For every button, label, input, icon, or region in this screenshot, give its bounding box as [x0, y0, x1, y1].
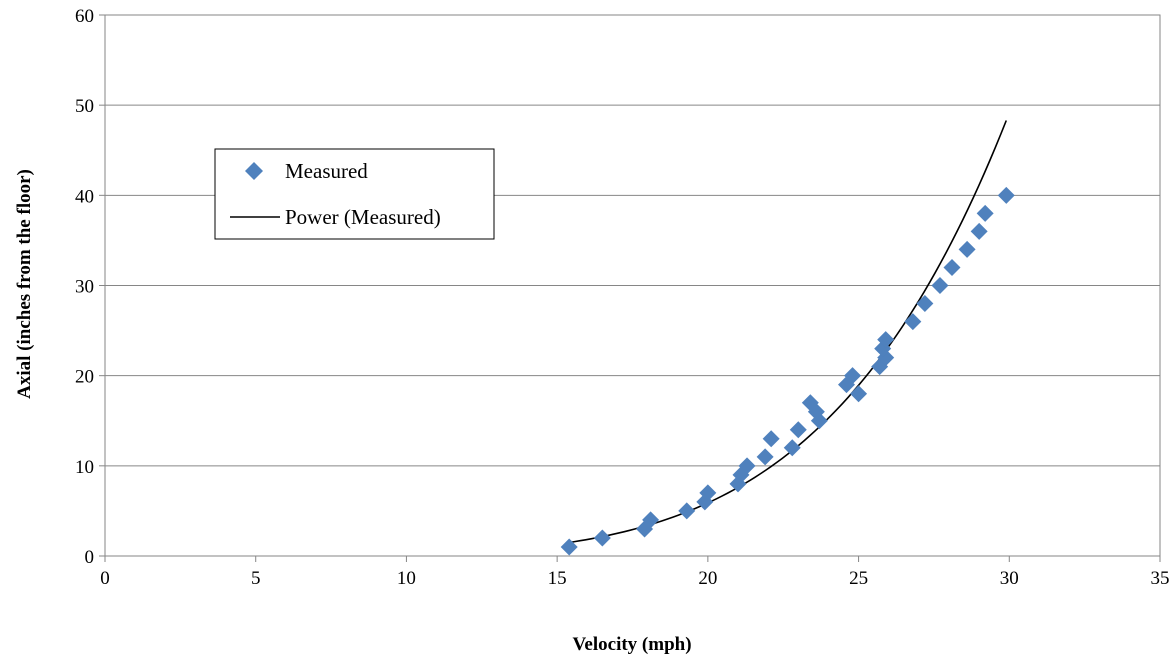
x-axis-title: Velocity (mph)	[572, 634, 691, 655]
x-tick-label: 25	[849, 568, 868, 589]
x-tick-label: 10	[397, 568, 416, 589]
y-axis-ticks: 0 10 20 30 40 50 60	[75, 6, 105, 568]
y-tick-label: 40	[75, 186, 94, 207]
y-tick-label: 10	[75, 457, 94, 478]
legend-label-power: Power (Measured)	[285, 205, 441, 229]
x-tick-label: 15	[548, 568, 567, 589]
legend: Measured Power (Measured)	[215, 149, 494, 239]
y-tick-label: 30	[75, 277, 94, 298]
y-tick-label: 0	[85, 547, 95, 568]
x-tick-label: 30	[1000, 568, 1019, 589]
x-tick-label: 0	[100, 568, 110, 589]
legend-label-measured: Measured	[285, 159, 368, 183]
x-tick-label: 5	[251, 568, 261, 589]
y-tick-label: 20	[75, 367, 94, 388]
x-axis-ticks: 0 5 10 15 20 25 30 35	[100, 556, 1169, 589]
y-tick-label: 50	[75, 96, 94, 117]
y-axis-title: Axial (inches from the floor)	[14, 169, 35, 399]
x-tick-label: 35	[1151, 568, 1170, 589]
y-tick-label: 60	[75, 6, 94, 27]
x-tick-label: 20	[698, 568, 717, 589]
